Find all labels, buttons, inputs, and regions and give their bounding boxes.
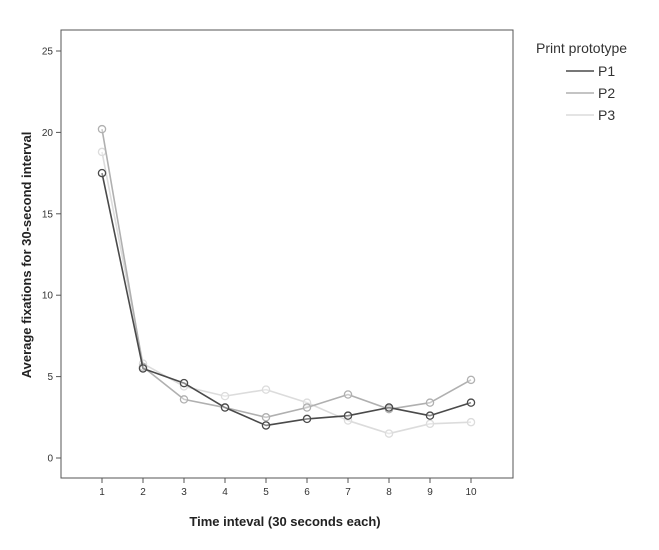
y-tick-label: 25 bbox=[42, 47, 54, 58]
legend-label-p1: P1 bbox=[598, 63, 615, 79]
data-point-p1 bbox=[97, 168, 107, 178]
x-tick-label: 3 bbox=[181, 487, 187, 498]
x-axis-title: Time inteval (30 seconds each) bbox=[189, 514, 380, 529]
plot-frame bbox=[60, 29, 514, 479]
data-point-p2 bbox=[97, 124, 107, 134]
x-tick-label: 9 bbox=[427, 487, 433, 498]
legend-label-p3: P3 bbox=[598, 107, 615, 123]
x-tick-label: 8 bbox=[386, 487, 392, 498]
data-point-p1 bbox=[138, 364, 148, 373]
data-point-p1 bbox=[343, 411, 353, 420]
x-tick-label: 2 bbox=[140, 487, 146, 498]
data-point-p2 bbox=[343, 390, 353, 399]
data-point-p1 bbox=[384, 403, 394, 412]
x-tick-label: 4 bbox=[222, 487, 228, 498]
y-axis-title: Average fixations for 30-second interval bbox=[19, 132, 34, 379]
legend-label-p2: P2 bbox=[598, 85, 615, 101]
y-tick-label: 5 bbox=[47, 372, 53, 383]
data-point-p3 bbox=[261, 385, 271, 394]
x-tick-label: 7 bbox=[345, 487, 351, 498]
x-tick-label: 1 bbox=[99, 487, 105, 498]
legend-title: Print prototype bbox=[536, 40, 627, 56]
data-point-p3 bbox=[384, 429, 394, 438]
series-line-p1 bbox=[101, 172, 472, 427]
data-point-p3 bbox=[466, 417, 476, 427]
data-point-p1 bbox=[179, 378, 189, 388]
data-point-p2 bbox=[425, 398, 435, 407]
data-point-p1 bbox=[261, 421, 271, 430]
y-axis: 0 5 10 15 20 25 bbox=[42, 47, 61, 465]
data-point-p2 bbox=[302, 403, 312, 412]
data-point-p1 bbox=[220, 403, 230, 412]
data-point-p3 bbox=[220, 391, 230, 401]
legend: Print prototype P1 P2 P3 bbox=[536, 40, 627, 123]
y-tick-label: 10 bbox=[42, 291, 54, 302]
data-point-p1 bbox=[466, 398, 476, 407]
data-point-p2 bbox=[179, 395, 189, 404]
series-line-p2 bbox=[101, 129, 472, 419]
data-point-p2 bbox=[261, 413, 271, 422]
y-tick-label: 0 bbox=[47, 454, 53, 465]
x-tick-label: 5 bbox=[263, 487, 269, 498]
data-point-p1 bbox=[425, 411, 435, 420]
x-tick-label: 10 bbox=[465, 487, 477, 498]
data-point-p3 bbox=[97, 147, 107, 157]
x-tick-label: 6 bbox=[304, 487, 310, 498]
data-point-p1 bbox=[302, 414, 312, 424]
x-axis: 1 2 3 4 5 6 7 8 9 10 bbox=[99, 478, 477, 498]
y-tick-label: 15 bbox=[42, 209, 54, 220]
series-p1 bbox=[97, 168, 476, 430]
data-point-p3 bbox=[425, 419, 435, 429]
y-tick-label: 20 bbox=[42, 128, 54, 139]
series-layer bbox=[97, 124, 476, 438]
data-point-p2 bbox=[466, 375, 476, 385]
